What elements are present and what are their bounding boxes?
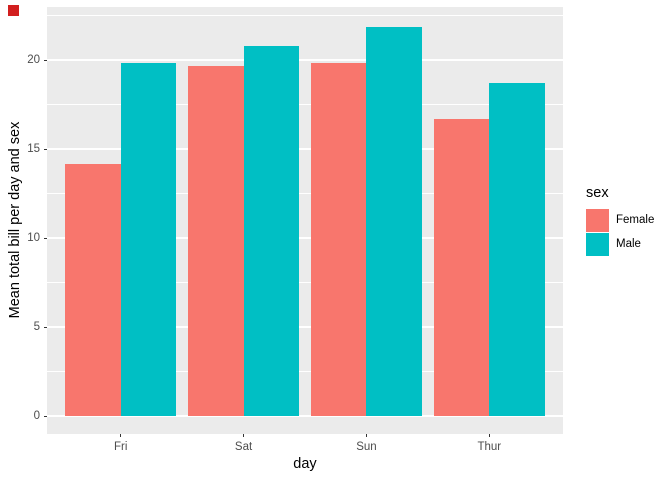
corner-artifact-marker bbox=[8, 5, 19, 16]
bar-fri-female bbox=[65, 164, 121, 416]
bar-sun-female bbox=[311, 62, 367, 416]
plot-panel bbox=[47, 7, 563, 434]
x-axis-title: day bbox=[293, 456, 317, 472]
x-tick-mark-sat bbox=[242, 434, 245, 437]
legend-title: sex bbox=[586, 185, 609, 201]
y-tick-label-10: 10 bbox=[27, 231, 40, 244]
bar-fri-male bbox=[120, 62, 176, 416]
minor-gridline-7.5 bbox=[47, 282, 563, 284]
y-tick-mark-10 bbox=[43, 237, 47, 240]
y-tick-mark-15 bbox=[43, 148, 47, 151]
bar-sun-male bbox=[366, 26, 422, 416]
minor-gridline-22.5 bbox=[47, 15, 563, 17]
x-tick-mark-fri bbox=[119, 434, 122, 437]
y-tick-label-0: 0 bbox=[33, 409, 40, 422]
major-gridline-5 bbox=[47, 326, 563, 329]
legend-items: Female Male bbox=[586, 208, 654, 256]
y-tick-mark-20 bbox=[43, 59, 47, 62]
x-tick-mark-thur bbox=[488, 434, 491, 437]
x-tick-label-thur: Thur bbox=[477, 441, 502, 453]
legend-label-female: Female bbox=[616, 214, 655, 226]
minor-gridline-17.5 bbox=[47, 104, 563, 106]
minor-gridline-12.5 bbox=[47, 193, 563, 195]
x-tick-label-fri: Fri bbox=[113, 441, 128, 453]
major-gridline-15 bbox=[47, 148, 563, 151]
legend-swatch-male bbox=[586, 232, 609, 256]
y-tick-label-15: 15 bbox=[27, 142, 40, 155]
bar-sat-male bbox=[243, 46, 299, 416]
legend-item-male: Male bbox=[586, 232, 654, 256]
y-tick-mark-0 bbox=[43, 415, 47, 417]
x-tick-label-sun: Sun bbox=[356, 441, 377, 453]
legend-label-male: Male bbox=[616, 238, 641, 250]
y-tick-label-5: 5 bbox=[33, 320, 40, 333]
major-gridline-0 bbox=[47, 415, 563, 417]
bar-thur-female bbox=[433, 118, 490, 416]
x-tick-label-sat: Sat bbox=[234, 441, 253, 453]
major-gridline-20 bbox=[47, 59, 563, 62]
legend-item-female: Female bbox=[586, 208, 654, 232]
legend-swatch-female bbox=[586, 208, 609, 232]
bar-thur-male bbox=[489, 83, 545, 416]
y-tick-mark-5 bbox=[43, 326, 47, 329]
y-tick-label-20: 20 bbox=[27, 53, 40, 66]
legend: sex Female Male bbox=[586, 185, 654, 256]
bar-sat-female bbox=[188, 65, 244, 416]
major-gridline-10 bbox=[47, 237, 563, 240]
x-tick-mark-sun bbox=[365, 434, 368, 437]
minor-gridline-2.5 bbox=[47, 371, 563, 373]
